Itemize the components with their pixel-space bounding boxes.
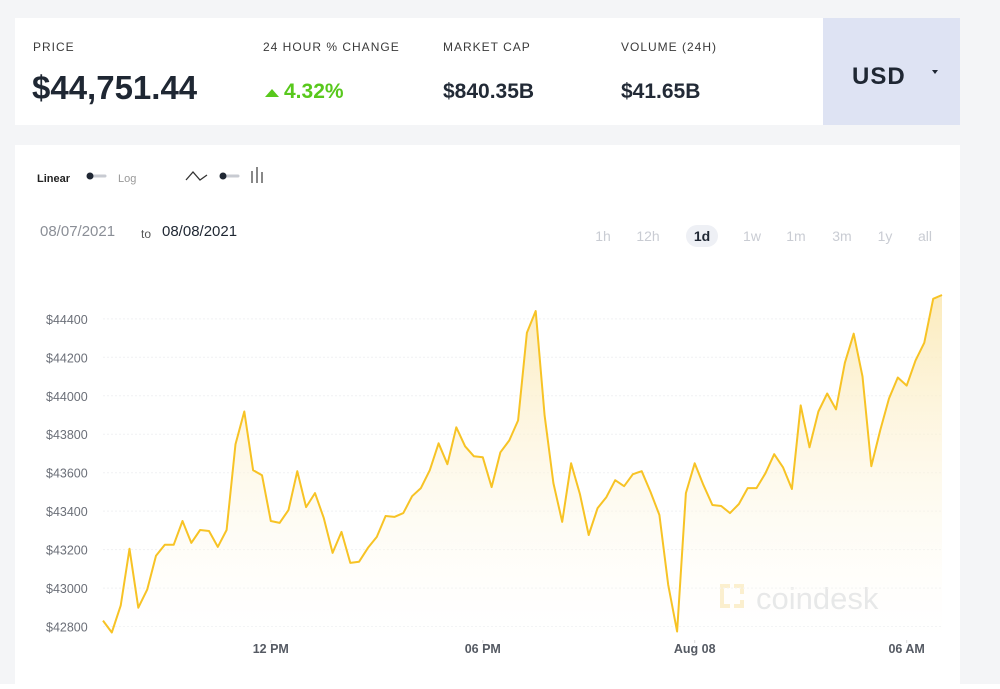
price-line bbox=[102, 294, 943, 634]
date-from[interactable]: 08/07/2021 bbox=[40, 223, 115, 240]
change-value: 4.32% bbox=[284, 80, 344, 103]
bar-icon[interactable] bbox=[251, 167, 263, 183]
volume-value: $41.65B bbox=[621, 80, 700, 103]
stats-card bbox=[15, 18, 960, 125]
range-button[interactable]: 3m bbox=[832, 228, 851, 244]
currency-box[interactable] bbox=[823, 18, 960, 125]
plot: $42800 $43000 $43200 $43400 $43600 $43800 $440… bbox=[46, 294, 943, 656]
range-button[interactable]: 1m bbox=[786, 228, 805, 244]
x-tick-label: Aug 08 bbox=[674, 642, 716, 656]
line-icon[interactable] bbox=[185, 171, 208, 181]
stat-label: MARKET CAP bbox=[443, 40, 531, 54]
toggle-knob[interactable] bbox=[219, 172, 227, 180]
range-button[interactable]: 1h bbox=[595, 228, 611, 244]
stat-label: 24 HOUR % CHANGE bbox=[263, 40, 400, 54]
currency-select[interactable]: USD bbox=[823, 18, 960, 125]
scale-toggle[interactable] bbox=[86, 172, 107, 180]
x-tick-label: 12 PM bbox=[253, 642, 289, 656]
y-tick-label: $43400 bbox=[46, 505, 88, 519]
active-range-bg bbox=[686, 225, 718, 247]
range-buttons: 1h 12h 1d 1w 1m 3m 1y all bbox=[595, 228, 932, 244]
y-tick-label: $43000 bbox=[46, 582, 88, 596]
y-tick-label: $43800 bbox=[46, 428, 88, 442]
date-to[interactable]: 08/08/2021 bbox=[162, 223, 237, 240]
y-tick-label: $43600 bbox=[46, 467, 88, 481]
range-button[interactable]: 12h bbox=[636, 228, 659, 244]
toggle-knob[interactable] bbox=[86, 172, 94, 180]
currency-label[interactable]: USD bbox=[852, 63, 906, 90]
scale-option[interactable]: Log bbox=[118, 173, 136, 185]
y-tick-label: $43200 bbox=[46, 544, 88, 558]
up-arrow bbox=[265, 89, 279, 97]
range-button[interactable]: all bbox=[918, 228, 932, 244]
scale-option[interactable]: Linear bbox=[37, 173, 71, 185]
x-tick-label: 06 PM bbox=[465, 642, 501, 656]
area bbox=[103, 295, 942, 640]
stat-label: VOLUME (24H) bbox=[621, 40, 717, 54]
type-toggle[interactable] bbox=[219, 172, 240, 180]
y-tick-label: $44200 bbox=[46, 351, 88, 365]
range-button[interactable]: 1y bbox=[878, 228, 893, 244]
x-tick-label: 06 AM bbox=[888, 642, 924, 656]
stat-label: PRICE bbox=[33, 40, 75, 54]
range-button[interactable]: 1d bbox=[694, 228, 710, 244]
price-value: $44,751.44 bbox=[32, 69, 198, 106]
caret bbox=[932, 70, 938, 74]
y-tick-label: $44400 bbox=[46, 313, 88, 327]
market-cap-value: $840.35B bbox=[443, 80, 534, 103]
date-separator: to bbox=[141, 227, 151, 241]
y-tick-label: $42800 bbox=[46, 621, 88, 635]
range-button[interactable]: 1w bbox=[743, 228, 762, 244]
y-tick-label: $44000 bbox=[46, 390, 88, 404]
